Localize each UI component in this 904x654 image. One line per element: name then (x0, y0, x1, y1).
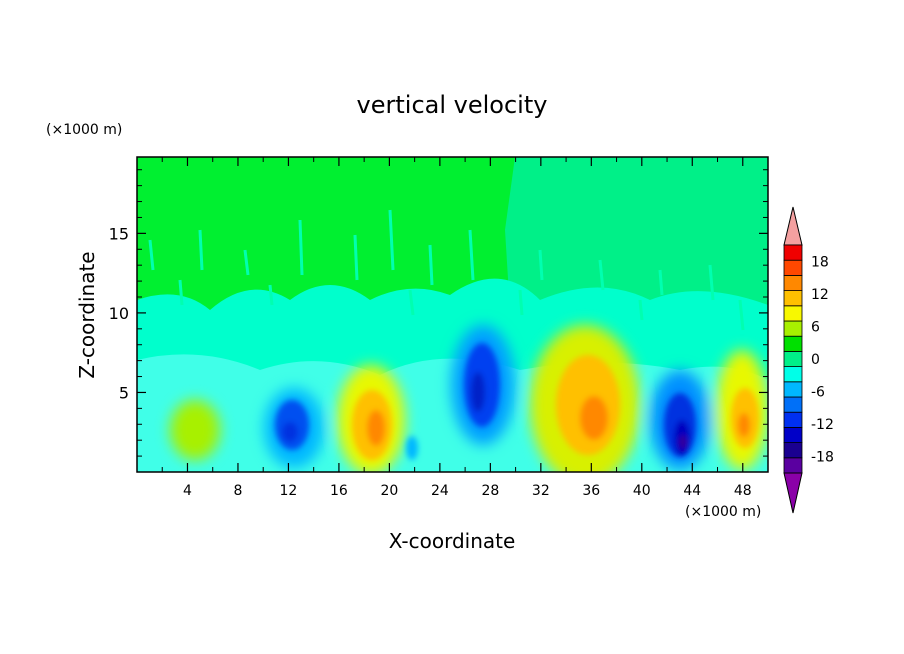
colorbar-label: 0 (811, 352, 820, 368)
y-axis-label: Z-coordinate (75, 251, 99, 378)
x-tick-label: 20 (380, 483, 398, 499)
colorbar-label: -18 (811, 450, 834, 466)
y-tick-label: 15 (109, 224, 129, 243)
colorbar-swatch (783, 320, 803, 337)
colorbar-label: -12 (811, 417, 834, 433)
colorbar-swatch (783, 366, 803, 383)
plot-frame (136, 156, 769, 473)
colorbar-swatch (783, 457, 803, 474)
x-tick-label: 44 (683, 483, 701, 499)
x-tick-label: 40 (633, 483, 651, 499)
x-tick-label: 16 (330, 483, 348, 499)
colorbar-label: 6 (811, 319, 820, 335)
x-tick-label: 24 (431, 483, 449, 499)
colorbar-swatch (783, 426, 803, 443)
downdraft-21k (406, 436, 418, 460)
colorbar-swatch (783, 350, 803, 367)
x-tick-label: 36 (582, 483, 600, 499)
x-tick-label: 48 (734, 483, 752, 499)
x-tick-label: 4 (183, 483, 192, 499)
colorbar-label: -6 (811, 385, 825, 401)
y-axis-unit: (×1000 m) (46, 122, 122, 138)
x-tick-label: 12 (280, 483, 298, 499)
colorbar-swatch (783, 335, 803, 352)
updraft-36k-core (580, 396, 608, 440)
updraft-5k (170, 400, 220, 460)
colorbar-swatch (783, 290, 803, 307)
colorbar-label: 12 (811, 287, 829, 303)
downdraft-43k-core (680, 435, 686, 449)
chart-title: vertical velocity (357, 91, 548, 119)
colorbar-swatch (783, 396, 803, 413)
y-axis: 5 10 15 (109, 169, 768, 457)
y-tick-label: 10 (109, 304, 129, 323)
x-tick-label: 32 (532, 483, 550, 499)
field-speckle (148, 209, 745, 331)
colorbar-label: 18 (811, 254, 829, 270)
y-tick-label: 5 (119, 383, 129, 402)
colorbar-swatch (783, 381, 803, 398)
colorbar-under-triangle (783, 472, 803, 514)
x-tick-label: 28 (481, 483, 499, 499)
colorbar-swatch (783, 259, 803, 276)
colorbar: -18 -12 -6 0 6 12 18 (783, 206, 834, 514)
downdraft-13k-core (282, 422, 298, 442)
colorbar-over-triangle (783, 206, 803, 246)
x-tick-label: 8 (233, 483, 242, 499)
x-axis-unit: (×1000 m) (685, 504, 761, 520)
downdraft-27k-core (471, 372, 485, 412)
colorbar-swatch (783, 305, 803, 322)
colorbar-swatch (783, 274, 803, 291)
colorbar-swatch (783, 442, 803, 459)
x-axis: 4 8 12 16 20 24 28 32 36 40 44 48 (161, 157, 752, 499)
updraft-48k-core (738, 413, 750, 437)
colorbar-swatch (783, 411, 803, 428)
colorbar-swatch (783, 244, 803, 261)
x-axis-label: X-coordinate (389, 529, 516, 553)
velocity-field (137, 157, 768, 472)
updraft-19k-core (367, 410, 385, 446)
